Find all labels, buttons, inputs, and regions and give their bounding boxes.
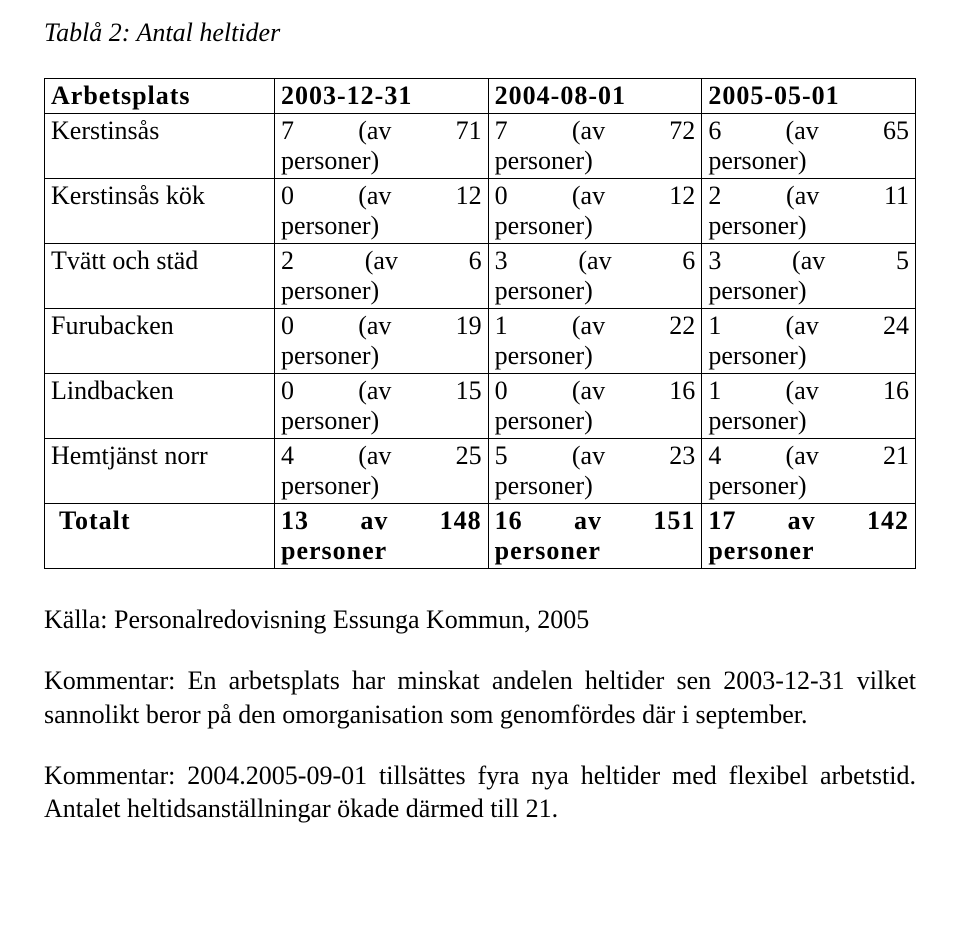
col-date-3: 2005-05-01 <box>702 79 916 114</box>
table-row: Hemtjänst norr 4(av25 personer) 5(av23 p… <box>45 439 916 504</box>
cell: 0(av19 personer) <box>275 309 489 374</box>
cell: 0(av16 personer) <box>488 374 702 439</box>
comment-paragraph-1: Kommentar: En arbetsplats har minskat an… <box>44 664 916 731</box>
cell: 1(av22 personer) <box>488 309 702 374</box>
table-row: Kerstinsås kök 0(av12 personer) 0(av12 p… <box>45 179 916 244</box>
table-row: Tvätt och städ 2(av6 personer) 3(av6 per… <box>45 244 916 309</box>
row-label: Kerstinsås <box>45 114 275 179</box>
cell: 0(av12 personer) <box>488 179 702 244</box>
table-row: Furubacken 0(av19 personer) 1(av22 perso… <box>45 309 916 374</box>
table-title: Tablå 2: Antal heltider <box>44 18 916 48</box>
cell: 1(av24 personer) <box>702 309 916 374</box>
row-label: Tvätt och städ <box>45 244 275 309</box>
cell: 6(av65 personer) <box>702 114 916 179</box>
cell: 3(av5 personer) <box>702 244 916 309</box>
cell: 0(av15 personer) <box>275 374 489 439</box>
row-label: Furubacken <box>45 309 275 374</box>
col-date-2: 2004-08-01 <box>488 79 702 114</box>
cell: 3(av6 personer) <box>488 244 702 309</box>
comment-paragraph-2: Kommentar: 2004.2005-09-01 tillsättes fy… <box>44 759 916 826</box>
table-total-row: Totalt 13av148 personer 16av151 personer… <box>45 504 916 569</box>
total-label: Totalt <box>45 504 275 569</box>
total-cell: 17av142 personer <box>702 504 916 569</box>
cell: 4(av21 personer) <box>702 439 916 504</box>
cell: 0(av12 personer) <box>275 179 489 244</box>
table-row: Lindbacken 0(av15 personer) 0(av16 perso… <box>45 374 916 439</box>
row-label: Kerstinsås kök <box>45 179 275 244</box>
cell: 2(av11 personer) <box>702 179 916 244</box>
row-label: Lindbacken <box>45 374 275 439</box>
table-header-row: Arbetsplats 2003-12-31 2004-08-01 2005-0… <box>45 79 916 114</box>
cell: 2(av6 personer) <box>275 244 489 309</box>
col-date-1: 2003-12-31 <box>275 79 489 114</box>
row-label: Hemtjänst norr <box>45 439 275 504</box>
fulltime-table: Arbetsplats 2003-12-31 2004-08-01 2005-0… <box>44 78 916 569</box>
cell: 1(av16 personer) <box>702 374 916 439</box>
table-row: Kerstinsås 7(av71 personer) 7(av72 perso… <box>45 114 916 179</box>
col-arbetsplats: Arbetsplats <box>45 79 275 114</box>
cell: 7(av72 personer) <box>488 114 702 179</box>
total-cell: 16av151 personer <box>488 504 702 569</box>
source-paragraph: Källa: Personalredovisning Essunga Kommu… <box>44 603 916 636</box>
cell: 4(av25 personer) <box>275 439 489 504</box>
total-cell: 13av148 personer <box>275 504 489 569</box>
cell: 5(av23 personer) <box>488 439 702 504</box>
cell: 7(av71 personer) <box>275 114 489 179</box>
